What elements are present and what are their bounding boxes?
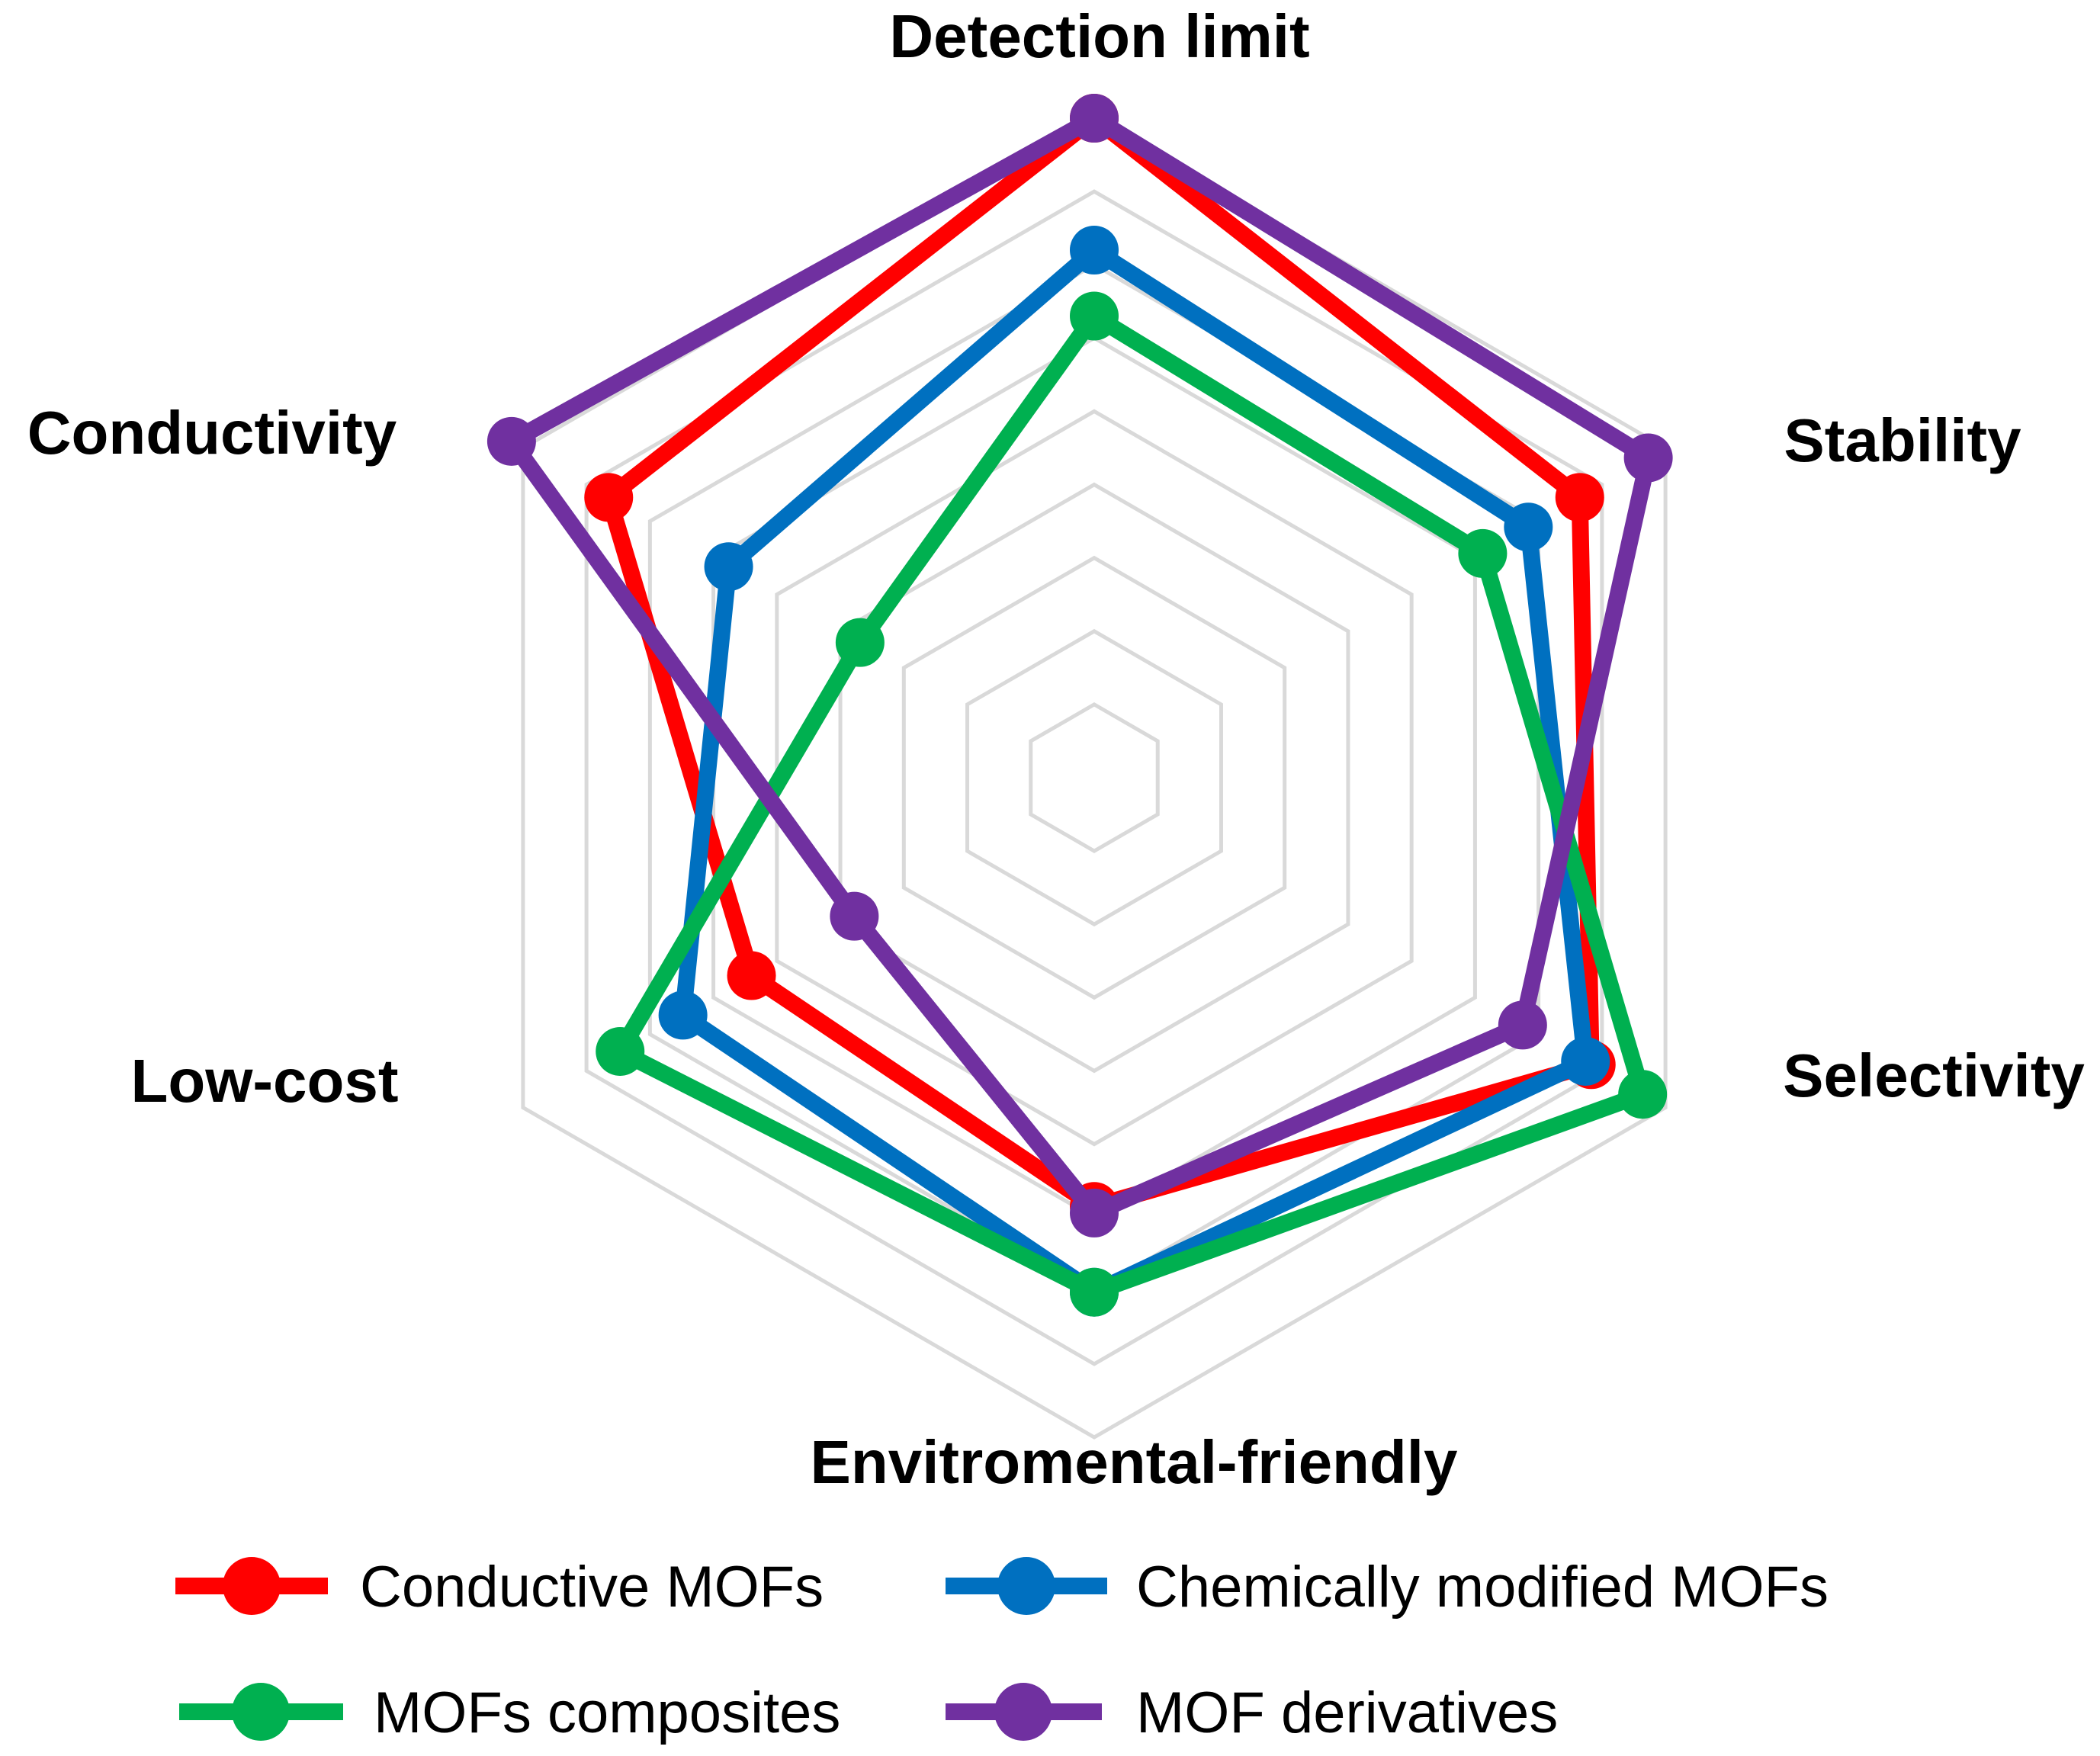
legend-item-mofs-composites: MOFs composites xyxy=(179,1681,840,1745)
point-conductive-mofs-conductivity xyxy=(584,473,634,522)
point-chemically-modified-mofs-detection-limit xyxy=(1070,226,1119,274)
point-mofs-composites-low-cost xyxy=(596,1026,645,1076)
grid-ring-8 xyxy=(584,189,1604,1366)
legend-marker-conductive-mofs xyxy=(223,1557,281,1615)
point-chemically-modified-mofs-conductivity xyxy=(704,542,753,592)
legend: Conductive MOFs Chemically modified MOFs… xyxy=(175,1555,1829,1745)
grid-ring-5 xyxy=(775,409,1414,1147)
point-mofs-composites-detection-limit xyxy=(1070,291,1119,341)
point-mofs-composites-selectivity xyxy=(1618,1070,1668,1119)
legend-marker-mof-derivatives xyxy=(994,1683,1052,1741)
legend-marker-mofs-composites xyxy=(232,1683,290,1741)
point-chemically-modified-mofs-selectivity xyxy=(1561,1036,1610,1086)
series-mofs-composites xyxy=(596,291,1668,1317)
legend-label-conductive-mofs: Conductive MOFs xyxy=(360,1555,824,1620)
axis-label-envitromental-friendly: Envitromental-friendly xyxy=(810,1428,1458,1496)
series-line-mof-derivatives xyxy=(499,108,1658,1224)
point-chemically-modified-mofs-stability xyxy=(1504,502,1553,552)
point-mof-derivatives-detection-limit xyxy=(1070,94,1119,143)
point-mof-derivatives-stability xyxy=(1623,433,1673,483)
point-mof-derivatives-low-cost xyxy=(830,891,879,941)
grid-ring-1 xyxy=(1029,702,1160,853)
grid-ring-2 xyxy=(965,628,1223,927)
legend-label-mofs-composites: MOFs composites xyxy=(374,1681,840,1745)
point-mofs-composites-conductivity xyxy=(835,618,885,667)
legend-item-conductive-mofs: Conductive MOFs xyxy=(175,1555,824,1620)
axis-label-detection-limit: Detection limit xyxy=(889,2,1309,70)
point-chemically-modified-mofs-low-cost xyxy=(658,990,708,1040)
axis-label-stability: Stability xyxy=(1784,406,2021,474)
point-mof-derivatives-envitromental-friendly xyxy=(1070,1188,1119,1238)
point-mof-derivatives-conductivity xyxy=(486,416,536,466)
series-line-conductive-mofs xyxy=(599,108,1600,1216)
legend-label-chemically-modified-mofs: Chemically modified MOFs xyxy=(1136,1555,1829,1620)
axis-label-low-cost: Low-cost xyxy=(130,1047,398,1115)
axis-label-conductivity: Conductivity xyxy=(27,399,397,467)
point-mof-derivatives-selectivity xyxy=(1498,1000,1547,1050)
point-mofs-composites-envitromental-friendly xyxy=(1070,1267,1119,1317)
radar-series xyxy=(486,94,1673,1317)
grid-ring-3 xyxy=(901,555,1287,1000)
point-conductive-mofs-low-cost xyxy=(727,951,776,1000)
point-mofs-composites-stability xyxy=(1458,528,1508,578)
axis-label-selectivity: Selectivity xyxy=(1783,1042,2085,1109)
point-conductive-mofs-stability xyxy=(1555,473,1604,522)
legend-marker-chemically-modified-mofs xyxy=(997,1557,1055,1615)
legend-label-mof-derivatives: MOF derivatives xyxy=(1136,1681,1558,1745)
legend-item-chemically-modified-mofs: Chemically modified MOFs xyxy=(946,1555,1829,1620)
series-mof-derivatives xyxy=(486,94,1673,1238)
legend-item-mof-derivatives: MOF derivatives xyxy=(946,1681,1558,1745)
